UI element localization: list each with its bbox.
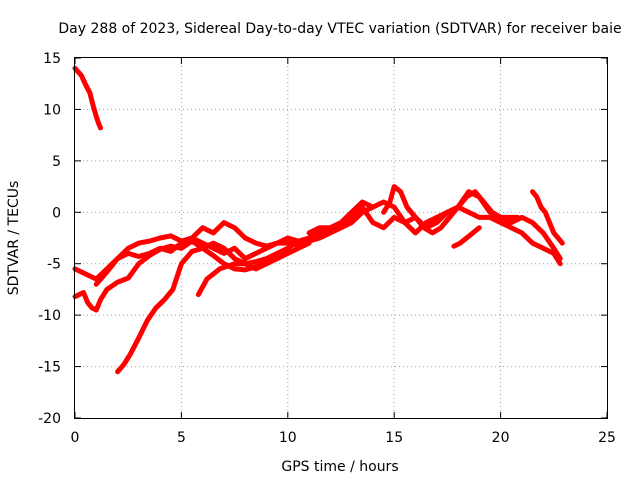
series-arc-8 <box>381 184 521 236</box>
x-tick-label: 25 <box>598 430 616 446</box>
x-tick-label: 20 <box>492 430 510 446</box>
series-arc-7 <box>306 204 563 267</box>
x-axis-label: GPS time / hours <box>281 459 398 475</box>
y-tick-label: -20 <box>38 411 61 427</box>
grid <box>75 58 607 418</box>
y-tick-label: -5 <box>47 257 61 273</box>
x-tick-label: 10 <box>279 430 297 446</box>
y-tick-labels: -20 -15 -10 -5 0 5 10 15 <box>38 51 61 427</box>
x-tick-labels: 0 5 10 15 20 25 <box>71 430 616 446</box>
y-tick-label: -15 <box>38 360 61 376</box>
plot-frame <box>74 57 608 419</box>
y-tick-label: 5 <box>52 154 61 170</box>
chart-title: Day 288 of 2023, Sidereal Day-to-day VTE… <box>58 21 621 37</box>
series-arc-1 <box>72 65 103 131</box>
x-tick-label: 0 <box>71 430 80 446</box>
series-arc-9 <box>451 225 482 249</box>
y-tick-label: -10 <box>38 308 61 324</box>
y-tick-label: 0 <box>52 205 61 221</box>
x-tick-label: 15 <box>385 430 403 446</box>
series-arc-5 <box>115 240 312 375</box>
y-axis-label: SDTVAR / TECUs <box>6 181 22 296</box>
series-arc-10 <box>530 189 565 246</box>
data-series <box>72 65 565 375</box>
y-tick-label: 10 <box>43 102 61 118</box>
series-arc-4 <box>93 220 312 287</box>
x-tick-label: 5 <box>177 430 186 446</box>
y-tick-label: 15 <box>43 51 61 67</box>
